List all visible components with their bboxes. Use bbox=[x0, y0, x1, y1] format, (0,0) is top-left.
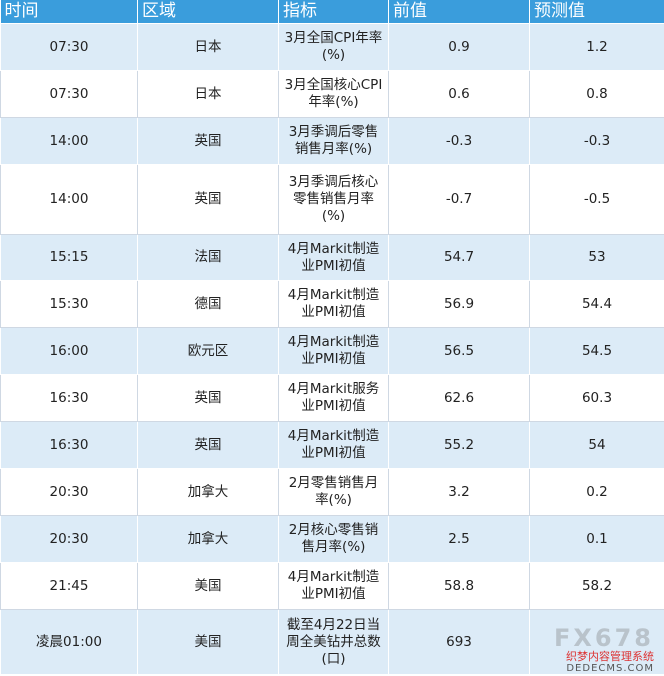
cell-time: 20:30 bbox=[0, 515, 138, 563]
cell-forecast: 0.1 bbox=[529, 515, 664, 563]
cell-region: 日本 bbox=[137, 70, 279, 118]
cell-time: 凌晨01:00 bbox=[0, 609, 138, 675]
cell-forecast: -0.5 bbox=[529, 164, 664, 235]
header-time: 时间 bbox=[0, 0, 138, 24]
cell-previous: 2.5 bbox=[388, 515, 530, 563]
cell-region: 日本 bbox=[137, 23, 279, 71]
cell-forecast: 0.8 bbox=[529, 70, 664, 118]
cell-region: 加拿大 bbox=[137, 468, 279, 516]
cell-previous: 56.9 bbox=[388, 280, 530, 328]
header-region: 区域 bbox=[137, 0, 279, 24]
table-row: 15:30 德国 4月Markit制造业PMI初值 56.9 54.4 bbox=[0, 280, 664, 328]
cell-forecast bbox=[529, 609, 664, 675]
cell-region: 欧元区 bbox=[137, 327, 279, 375]
cell-previous: 3.2 bbox=[388, 468, 530, 516]
cell-previous: 54.7 bbox=[388, 234, 530, 281]
cell-indicator: 3月全国CPI年率(%) bbox=[278, 23, 389, 71]
cell-region: 英国 bbox=[137, 117, 279, 165]
table-row: 20:30 加拿大 2月核心零售销售月率(%) 2.5 0.1 bbox=[0, 515, 664, 563]
cell-forecast: 1.2 bbox=[529, 23, 664, 71]
table-row: 16:30 英国 4月Markit制造业PMI初值 55.2 54 bbox=[0, 421, 664, 469]
table-row: 07:30 日本 3月全国CPI年率(%) 0.9 1.2 bbox=[0, 23, 664, 71]
cell-previous: 56.5 bbox=[388, 327, 530, 375]
cell-previous: 55.2 bbox=[388, 421, 530, 469]
cell-previous: 693 bbox=[388, 609, 530, 675]
cell-time: 21:45 bbox=[0, 562, 138, 610]
table-row: 21:45 美国 4月Markit制造业PMI初值 58.8 58.2 bbox=[0, 562, 664, 610]
table-row: 14:00 英国 3月季调后核心零售销售月率(%) -0.7 -0.5 bbox=[0, 164, 664, 235]
cell-region: 英国 bbox=[137, 164, 279, 235]
header-row: 时间 区域 指标 前值 预测值 bbox=[0, 0, 664, 24]
cell-indicator: 4月Markit服务业PMI初值 bbox=[278, 374, 389, 422]
cell-region: 德国 bbox=[137, 280, 279, 328]
cell-forecast: 60.3 bbox=[529, 374, 664, 422]
cell-region: 美国 bbox=[137, 609, 279, 675]
cell-time: 15:15 bbox=[0, 234, 138, 281]
cell-region: 英国 bbox=[137, 421, 279, 469]
cell-indicator: 4月Markit制造业PMI初值 bbox=[278, 234, 389, 281]
cell-forecast: 0.2 bbox=[529, 468, 664, 516]
cell-indicator: 截至4月22日当周全美钻井总数(口) bbox=[278, 609, 389, 675]
cell-forecast: 58.2 bbox=[529, 562, 664, 610]
cell-time: 16:30 bbox=[0, 421, 138, 469]
cell-time: 14:00 bbox=[0, 117, 138, 165]
cell-time: 20:30 bbox=[0, 468, 138, 516]
cell-time: 16:30 bbox=[0, 374, 138, 422]
cell-forecast: 53 bbox=[529, 234, 664, 281]
cell-indicator: 4月Markit制造业PMI初值 bbox=[278, 327, 389, 375]
cell-previous: 58.8 bbox=[388, 562, 530, 610]
table-row: 14:00 英国 3月季调后零售销售月率(%) -0.3 -0.3 bbox=[0, 117, 664, 165]
cell-region: 法国 bbox=[137, 234, 279, 281]
cell-indicator: 2月零售销售月率(%) bbox=[278, 468, 389, 516]
cell-indicator: 3月季调后核心零售销售月率(%) bbox=[278, 164, 389, 235]
cell-forecast: 54.5 bbox=[529, 327, 664, 375]
table-row: 凌晨01:00 美国 截至4月22日当周全美钻井总数(口) 693 bbox=[0, 609, 664, 675]
cell-previous: 0.6 bbox=[388, 70, 530, 118]
cell-indicator: 3月全国核心CPI年率(%) bbox=[278, 70, 389, 118]
cell-indicator: 4月Markit制造业PMI初值 bbox=[278, 421, 389, 469]
table-row: 20:30 加拿大 2月零售销售月率(%) 3.2 0.2 bbox=[0, 468, 664, 516]
cell-time: 15:30 bbox=[0, 280, 138, 328]
cell-indicator: 4月Markit制造业PMI初值 bbox=[278, 562, 389, 610]
cell-region: 加拿大 bbox=[137, 515, 279, 563]
cell-previous: -0.3 bbox=[388, 117, 530, 165]
cell-time: 07:30 bbox=[0, 23, 138, 71]
header-indicator: 指标 bbox=[278, 0, 389, 24]
table-row: 16:00 欧元区 4月Markit制造业PMI初值 56.5 54.5 bbox=[0, 327, 664, 375]
cell-indicator: 4月Markit制造业PMI初值 bbox=[278, 280, 389, 328]
table-row: 15:15 法国 4月Markit制造业PMI初值 54.7 53 bbox=[0, 234, 664, 281]
header-previous: 前值 bbox=[388, 0, 530, 24]
cell-time: 07:30 bbox=[0, 70, 138, 118]
cell-region: 英国 bbox=[137, 374, 279, 422]
cell-time: 14:00 bbox=[0, 164, 138, 235]
cell-forecast: 54.4 bbox=[529, 280, 664, 328]
cell-previous: -0.7 bbox=[388, 164, 530, 235]
table-row: 16:30 英国 4月Markit服务业PMI初值 62.6 60.3 bbox=[0, 374, 664, 422]
cell-region: 美国 bbox=[137, 562, 279, 610]
cell-indicator: 3月季调后零售销售月率(%) bbox=[278, 117, 389, 165]
cell-forecast: 54 bbox=[529, 421, 664, 469]
cell-indicator: 2月核心零售销售月率(%) bbox=[278, 515, 389, 563]
cell-time: 16:00 bbox=[0, 327, 138, 375]
cell-previous: 0.9 bbox=[388, 23, 530, 71]
table-row: 07:30 日本 3月全国核心CPI年率(%) 0.6 0.8 bbox=[0, 70, 664, 118]
cell-forecast: -0.3 bbox=[529, 117, 664, 165]
header-forecast: 预测值 bbox=[529, 0, 664, 24]
cell-previous: 62.6 bbox=[388, 374, 530, 422]
